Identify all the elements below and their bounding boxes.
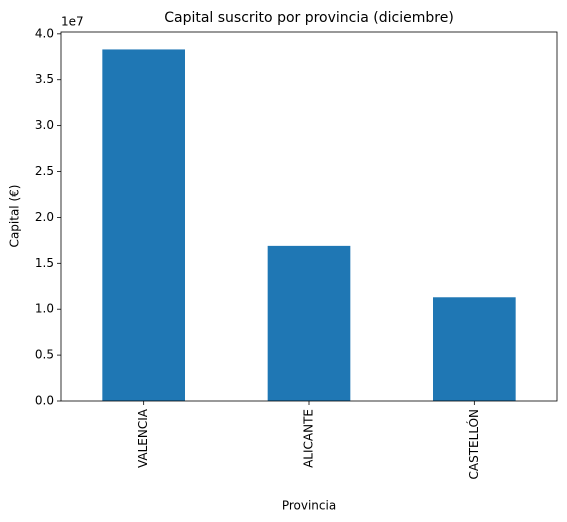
y-tick-label: 3.5 xyxy=(35,72,54,86)
x-tick-label: VALENCIA xyxy=(136,408,150,468)
y-tick-label: 0.5 xyxy=(35,348,54,362)
y-offset-text: 1e7 xyxy=(61,15,84,29)
x-tick-label: CASTELLÓN xyxy=(466,409,481,479)
bar xyxy=(433,297,516,401)
y-tick-label: 1.0 xyxy=(35,302,54,316)
y-tick-label: 2.5 xyxy=(35,164,54,178)
bar xyxy=(267,245,351,401)
y-axis-label: Capital (€) xyxy=(8,185,22,248)
bar xyxy=(102,49,185,401)
chart-title: Capital suscrito por provincia (diciembr… xyxy=(164,10,454,26)
y-tick-label: 1.5 xyxy=(35,256,54,270)
y-tick-label: 0.0 xyxy=(35,394,54,408)
y-tick-label: 4.0 xyxy=(35,26,54,40)
x-tick-label: ALICANTE xyxy=(302,409,316,468)
y-tick-label: 2.0 xyxy=(35,210,54,224)
plot-frame xyxy=(60,31,558,402)
x-axis-label: Provincia xyxy=(282,499,336,513)
y-tick-label: 3.0 xyxy=(35,118,54,132)
